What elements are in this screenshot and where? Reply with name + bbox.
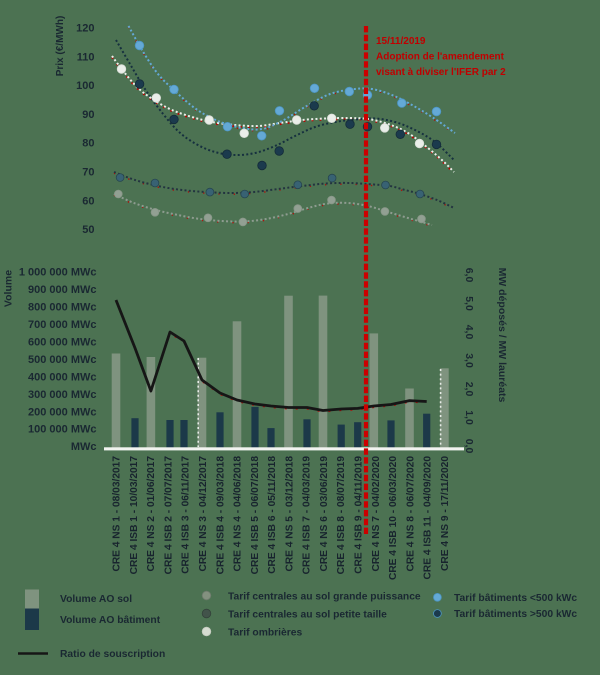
svg-text:0,0: 0,0 bbox=[463, 439, 475, 454]
svg-text:600 000 MWc: 600 000 MWc bbox=[28, 337, 96, 349]
svg-text:Volume: Volume bbox=[3, 270, 15, 307]
svg-text:100 000 MWc: 100 000 MWc bbox=[28, 424, 96, 436]
svg-text:100: 100 bbox=[76, 80, 94, 92]
svg-text:Tarif bâtiments <500 kWc: Tarif bâtiments <500 kWc bbox=[454, 593, 577, 604]
svg-text:CRE 4 ISB 7 - 04/03/2019: CRE 4 ISB 7 - 04/03/2019 bbox=[302, 456, 313, 575]
svg-text:CRE 4 ISB 1 - 10/03/2017: CRE 4 ISB 1 - 10/03/2017 bbox=[129, 456, 140, 575]
svg-text:CRE 4 NS 8 - 06/07/2020: CRE 4 NS 8 - 06/07/2020 bbox=[405, 456, 416, 572]
svg-text:CRE 4 ISB 8 - 08/07/2019: CRE 4 ISB 8 - 08/07/2019 bbox=[336, 456, 347, 575]
svg-text:200 000 MWc: 200 000 MWc bbox=[28, 406, 96, 418]
svg-text:80: 80 bbox=[82, 138, 94, 150]
svg-text:Volume AO bâtiment: Volume AO bâtiment bbox=[60, 615, 161, 626]
svg-text:CRE 4 NS 9 - 17/11/2020: CRE 4 NS 9 - 17/11/2020 bbox=[440, 456, 451, 571]
svg-text:Prix (€/MWh): Prix (€/MWh) bbox=[55, 16, 66, 77]
svg-text:CRE 4 ISB 9 - 04/11/2019: CRE 4 ISB 9 - 04/11/2019 bbox=[354, 456, 365, 574]
svg-text:CRE 4 ISB 5 - 06/07/2018: CRE 4 ISB 5 - 06/07/2018 bbox=[250, 456, 261, 575]
svg-text:2,0: 2,0 bbox=[463, 382, 475, 397]
svg-text:1 000 000 MWc: 1 000 000 MWc bbox=[19, 267, 97, 279]
svg-text:6,0: 6,0 bbox=[463, 268, 475, 283]
svg-text:1,0: 1,0 bbox=[463, 410, 475, 425]
svg-text:Tarif bâtiments >500 kWc: Tarif bâtiments >500 kWc bbox=[454, 609, 577, 620]
svg-text:CRE 4 NS 1 - 08/03/2017: CRE 4 NS 1 - 08/03/2017 bbox=[112, 456, 123, 572]
svg-text:800 000 MWc: 800 000 MWc bbox=[28, 302, 96, 314]
svg-text:Tarif centrales au sol petite: Tarif centrales au sol petite taille bbox=[228, 609, 387, 620]
svg-text:400 000 MWc: 400 000 MWc bbox=[28, 371, 96, 383]
svg-text:3,0: 3,0 bbox=[463, 353, 475, 368]
svg-text:CRE 4 ISB 10 - 06/03/2020: CRE 4 ISB 10 - 06/03/2020 bbox=[388, 456, 399, 580]
svg-text:110: 110 bbox=[77, 51, 95, 63]
svg-text:70: 70 bbox=[82, 167, 94, 179]
svg-text:500 000 MWc: 500 000 MWc bbox=[28, 354, 96, 366]
svg-text:CRE 4 NS 2 - 01/06/2017: CRE 4 NS 2 - 01/06/2017 bbox=[146, 456, 157, 572]
svg-text:120: 120 bbox=[76, 23, 94, 35]
svg-text:60: 60 bbox=[82, 195, 94, 207]
svg-text:MW déposés / MW lauréats: MW déposés / MW lauréats bbox=[496, 268, 508, 403]
svg-text:CRE 4 NS 6 - 03/06/2019: CRE 4 NS 6 - 03/06/2019 bbox=[319, 456, 330, 572]
svg-text:Ratio de souscription: Ratio de souscription bbox=[60, 649, 165, 660]
svg-text:CRE 4 NS 5 - 03/12/2018: CRE 4 NS 5 - 03/12/2018 bbox=[284, 456, 295, 572]
svg-text:700 000 MWc: 700 000 MWc bbox=[28, 319, 96, 331]
svg-text:CRE 4 ISB 4 - 09/03/2018: CRE 4 ISB 4 - 09/03/2018 bbox=[215, 456, 226, 575]
svg-text:50: 50 bbox=[82, 224, 94, 236]
svg-text:4,0: 4,0 bbox=[463, 325, 475, 340]
svg-text:CRE 4 ISB 6 - 05/11/2018: CRE 4 ISB 6 - 05/11/2018 bbox=[267, 456, 278, 574]
svg-text:Volume AO sol: Volume AO sol bbox=[60, 594, 132, 605]
svg-text:CRE 4 NS 3 - 04/12/2017: CRE 4 NS 3 - 04/12/2017 bbox=[198, 456, 209, 572]
svg-text:900 000 MWc: 900 000 MWc bbox=[28, 284, 96, 296]
svg-text:300 000 MWc: 300 000 MWc bbox=[28, 389, 96, 401]
svg-text:Tarif ombrières: Tarif ombrières bbox=[228, 627, 302, 638]
svg-text:CRE 4 NS 4 - 04/06/2018: CRE 4 NS 4 - 04/06/2018 bbox=[233, 456, 244, 572]
svg-text:90: 90 bbox=[82, 109, 94, 121]
svg-text:5,0: 5,0 bbox=[463, 296, 475, 311]
svg-text:CRE 4 ISB 2 - 07/07/2017: CRE 4 ISB 2 - 07/07/2017 bbox=[163, 456, 174, 575]
svg-text:CRE 4 NS 7 - 04/02/2020: CRE 4 NS 7 - 04/02/2020 bbox=[371, 456, 382, 572]
svg-text:Adoption de l'amendement: Adoption de l'amendement bbox=[376, 52, 505, 63]
svg-text:CRE 4 ISB 3 - 06/11/2017: CRE 4 ISB 3 - 06/11/2017 bbox=[181, 456, 192, 574]
svg-text:Tarif centrales au sol grande: Tarif centrales au sol grande puissance bbox=[228, 592, 421, 603]
svg-text:visant à diviser l'IFER par 2: visant à diviser l'IFER par 2 bbox=[376, 67, 506, 78]
svg-text:MWc: MWc bbox=[71, 441, 97, 453]
svg-text:CRE 4 ISB 11 - 04/09/2020: CRE 4 ISB 11 - 04/09/2020 bbox=[423, 456, 434, 580]
svg-text:15/11/2019: 15/11/2019 bbox=[376, 36, 426, 47]
